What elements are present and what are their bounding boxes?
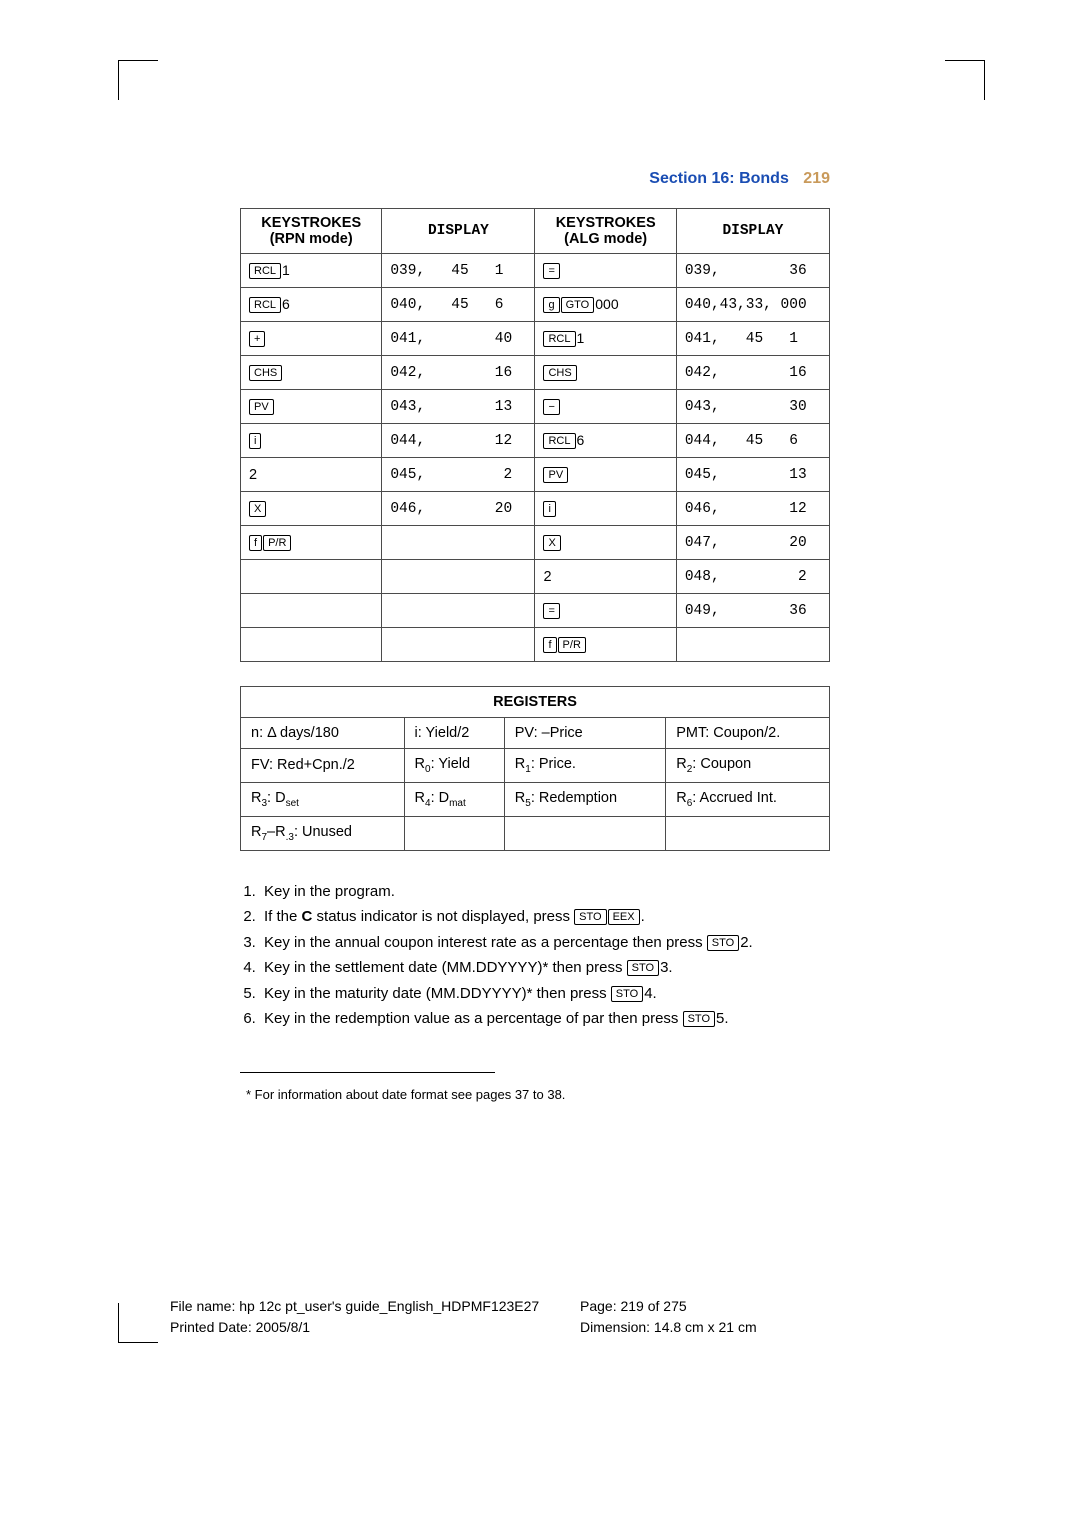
- table-row: 2045, 2PV045, 13: [241, 458, 830, 492]
- table-row: RCL6040, 45 6gGTO000040,43,33, 000: [241, 288, 830, 322]
- section-label: Section 16: Bonds: [649, 170, 789, 187]
- crop-mark-bl: [118, 1303, 158, 1343]
- crop-mark-tr: [945, 60, 985, 100]
- step-item: Key in the redemption value as a percent…: [260, 1006, 830, 1032]
- register-row: R7–R.3: Unused: [241, 816, 830, 850]
- table-row: i044, 12RCL6044, 45 6: [241, 424, 830, 458]
- footer-dim: Dimension: 14.8 cm x 21 cm: [580, 1317, 757, 1338]
- footer-file: File name: hp 12c pt_user's guide_Englis…: [170, 1296, 580, 1317]
- table-row: X046, 20i046, 12: [241, 492, 830, 526]
- step-item: Key in the program.: [260, 879, 830, 905]
- step-item: Key in the maturity date (MM.DDYYYY)* th…: [260, 981, 830, 1007]
- table-row: fP/R: [241, 628, 830, 662]
- footer-printed: Printed Date: 2005/8/1: [170, 1317, 580, 1338]
- footnote-text: * For information about date format see …: [246, 1087, 830, 1102]
- footer-pageinfo: Page: 219 of 275: [580, 1296, 757, 1317]
- th-rpn: KEYSTROKES(RPN mode): [241, 209, 382, 254]
- register-row: R3: DsetR4: DmatR5: RedemptionR6: Accrue…: [241, 782, 830, 816]
- table-row: PV043, 13−043, 30: [241, 390, 830, 424]
- footnote-rule: [240, 1072, 495, 1073]
- step-item: Key in the settlement date (MM.DDYYYY)* …: [260, 955, 830, 981]
- registers-title: REGISTERS: [241, 687, 830, 718]
- crop-mark-tl: [118, 60, 158, 100]
- register-row: FV: Red+Cpn./2R0: YieldR1: Price.R2: Cou…: [241, 749, 830, 783]
- table-row: RCL1039, 45 1=039, 36: [241, 254, 830, 288]
- steps-list: Key in the program.If the C status indic…: [240, 879, 830, 1032]
- keystrokes-table: KEYSTROKES(RPN mode) DISPLAY KEYSTROKES(…: [240, 208, 830, 662]
- table-row: CHS042, 16CHS042, 16: [241, 356, 830, 390]
- registers-table: REGISTERS n: Δ days/180i: Yield/2PV: –Pr…: [240, 686, 830, 851]
- register-row: n: Δ days/180i: Yield/2PV: –PricePMT: Co…: [241, 718, 830, 749]
- table-row: +041, 40RCL1041, 45 1: [241, 322, 830, 356]
- step-item: If the C status indicator is not display…: [260, 904, 830, 930]
- table-row: fP/RX047, 20: [241, 526, 830, 560]
- step-item: Key in the annual coupon interest rate a…: [260, 930, 830, 956]
- page-content: Section 16: Bonds 219 KEYSTROKES(RPN mod…: [240, 170, 830, 1102]
- th-disp1: DISPLAY: [382, 209, 535, 254]
- table-row: 2048, 2: [241, 560, 830, 594]
- page-header: Section 16: Bonds 219: [240, 170, 830, 188]
- table-row: =049, 36: [241, 594, 830, 628]
- th-alg: KEYSTROKES(ALG mode): [535, 209, 676, 254]
- th-disp2: DISPLAY: [676, 209, 829, 254]
- doc-footer: File name: hp 12c pt_user's guide_Englis…: [170, 1296, 757, 1338]
- page-number: 219: [803, 170, 830, 187]
